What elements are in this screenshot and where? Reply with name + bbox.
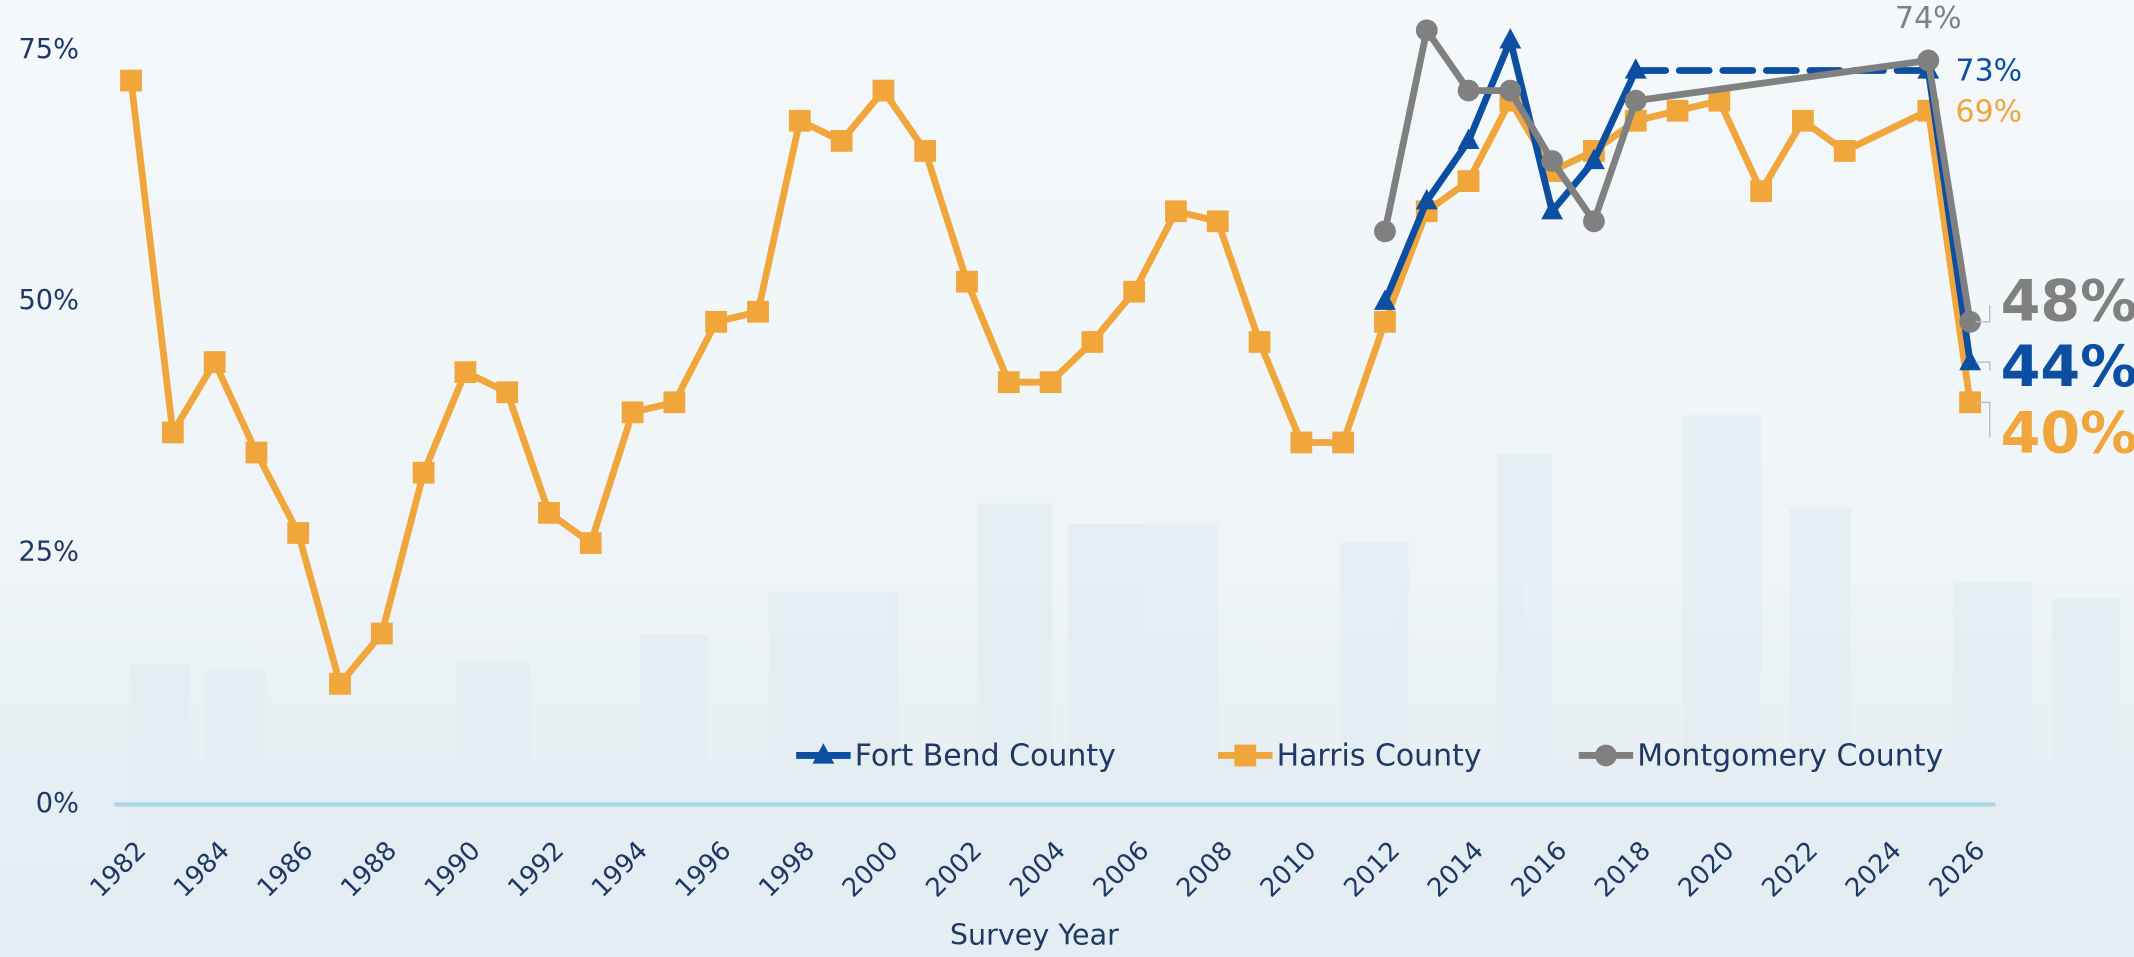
- legend-label: Harris County: [1277, 738, 1482, 773]
- marker: [1249, 331, 1271, 353]
- marker: [413, 462, 435, 484]
- marker: [1834, 140, 1856, 162]
- marker: [246, 442, 268, 464]
- marker: [162, 422, 184, 444]
- value-label: 73%: [1956, 54, 2023, 89]
- legend-label: Montgomery County: [1637, 738, 1943, 773]
- marker: [455, 361, 477, 383]
- marker: [204, 351, 226, 373]
- marker: [496, 381, 518, 403]
- value-label: 74%: [1895, 1, 1962, 36]
- marker: [914, 140, 936, 162]
- marker: [1081, 331, 1103, 353]
- marker: [1165, 200, 1187, 222]
- chart: Survey Year 0%25%50%75%19821984198619881…: [0, 0, 2134, 957]
- marker: [1332, 432, 1354, 454]
- marker: [1750, 180, 1772, 202]
- marker: [998, 371, 1020, 393]
- marker: [1458, 170, 1480, 192]
- legend-label: Fort Bend County: [855, 738, 1116, 773]
- marker: [538, 502, 560, 524]
- marker: [287, 522, 309, 544]
- marker: [1917, 50, 1939, 72]
- marker: [789, 110, 811, 132]
- marker: [1792, 110, 1814, 132]
- y-tick-label: 0%: [36, 788, 79, 819]
- marker: [1374, 220, 1396, 242]
- marker: [956, 271, 978, 293]
- marker: [1234, 745, 1256, 767]
- marker: [747, 301, 769, 323]
- marker: [1040, 371, 1062, 393]
- marker: [1416, 19, 1438, 41]
- marker: [622, 401, 644, 423]
- marker: [580, 532, 602, 554]
- marker: [1583, 210, 1605, 232]
- marker: [1499, 80, 1521, 102]
- x-axis-title: Survey Year: [950, 917, 1119, 951]
- marker: [1207, 210, 1229, 232]
- marker: [329, 673, 351, 695]
- y-tick-label: 75%: [18, 34, 78, 65]
- marker: [1625, 90, 1647, 112]
- marker: [1290, 432, 1312, 454]
- marker: [1595, 745, 1617, 767]
- value-label: 69%: [1956, 95, 2023, 130]
- marker: [664, 391, 686, 413]
- value-label: 48%: [2001, 269, 2134, 335]
- marker: [1458, 80, 1480, 102]
- marker: [1667, 100, 1689, 122]
- y-tick-label: 50%: [18, 285, 78, 316]
- value-label: 40%: [2001, 401, 2134, 467]
- marker: [705, 311, 727, 333]
- marker: [1541, 150, 1563, 172]
- marker: [1374, 311, 1396, 333]
- marker: [371, 623, 393, 645]
- page: {"chart_data": { "type": "line", "x_labe…: [0, 0, 2134, 957]
- marker: [1123, 281, 1145, 303]
- marker: [872, 80, 894, 102]
- value-label: 44%: [2001, 334, 2134, 400]
- y-tick-label: 25%: [18, 537, 78, 568]
- marker: [120, 70, 142, 92]
- marker: [831, 130, 853, 152]
